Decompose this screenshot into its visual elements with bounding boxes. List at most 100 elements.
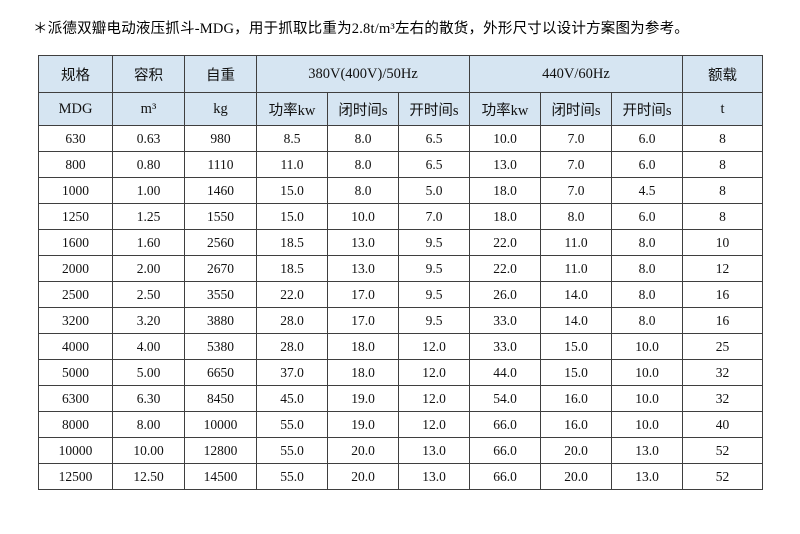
table-cell: 32	[682, 385, 764, 412]
table-cell: 8.00	[112, 411, 185, 438]
table-cell: 54.0	[469, 385, 542, 412]
table-cell: 6650	[184, 359, 257, 386]
table-cell: 10.0	[611, 333, 684, 360]
table-cell: 16	[682, 281, 764, 308]
table-cell: 52	[682, 463, 764, 490]
table-row: 800 0.80 1110 11.0 8.0 6.5 13.0 7.0 6.0 8	[38, 151, 764, 178]
table-cell: 12500	[38, 463, 113, 490]
table-cell: 18.0	[327, 359, 399, 386]
table-row: 8000 8.00 10000 55.0 19.0 12.0 66.0 16.0 10.0 40	[38, 411, 764, 438]
table-cell: 18.5	[256, 255, 328, 282]
table-cell: 15.0	[540, 359, 613, 386]
table-cell: 6.0	[611, 125, 684, 152]
unit-open-time-60: 开时间s	[611, 92, 684, 126]
table-cell: 3880	[184, 307, 257, 334]
table-cell: 33.0	[469, 333, 542, 360]
table-row: 3200 3.20 3880 28.0 17.0 9.5 33.0 14.0 8.0 16	[38, 307, 764, 334]
table-cell: 1.25	[112, 203, 185, 230]
table-cell: 2500	[38, 281, 113, 308]
unit-close-time-50: 闭时间s	[327, 92, 399, 126]
table-cell: 12	[682, 255, 764, 282]
table-cell: 0.80	[112, 151, 185, 178]
table-cell: 20.0	[540, 437, 613, 464]
table-cell: 1110	[184, 151, 257, 178]
table-cell: 20.0	[540, 463, 613, 490]
table-cell: 8	[682, 151, 764, 178]
unit-capacity: m³	[112, 92, 185, 126]
header-weight: 自重	[184, 55, 257, 93]
table-cell: 20.0	[327, 437, 399, 464]
table-cell: 4.5	[611, 177, 684, 204]
table-cell: 11.0	[540, 255, 613, 282]
table-cell: 2.00	[112, 255, 185, 282]
table-cell: 17.0	[327, 281, 399, 308]
table-cell: 28.0	[256, 307, 328, 334]
table-cell: 800	[38, 151, 113, 178]
table-cell: 8	[682, 203, 764, 230]
table-cell: 6.0	[611, 203, 684, 230]
table-cell: 17.0	[327, 307, 399, 334]
table-cell: 630	[38, 125, 113, 152]
table-cell: 2.50	[112, 281, 185, 308]
table-cell: 5.00	[112, 359, 185, 386]
table-cell: 18.0	[469, 203, 542, 230]
table-cell: 10.0	[611, 385, 684, 412]
table-cell: 40	[682, 411, 764, 438]
table-cell: 22.0	[469, 255, 542, 282]
table-cell: 1550	[184, 203, 257, 230]
table-cell: 13.0	[397, 437, 471, 464]
table-row: 2000 2.00 2670 18.5 13.0 9.5 22.0 11.0 8.0 12	[38, 255, 764, 282]
table-cell: 44.0	[469, 359, 542, 386]
table-cell: 8	[682, 177, 764, 204]
table-cell: 9.5	[397, 281, 471, 308]
table-cell: 3550	[184, 281, 257, 308]
table-cell: 12800	[184, 437, 257, 464]
table-cell: 32	[682, 359, 764, 386]
table-cell: 1250	[38, 203, 113, 230]
table-cell: 16.0	[540, 411, 613, 438]
unit-spec: MDG	[38, 92, 113, 126]
table-cell: 6.30	[112, 385, 185, 412]
table-cell: 10.0	[611, 359, 684, 386]
table-cell: 10	[682, 229, 764, 256]
table-cell: 10.0	[469, 125, 542, 152]
table-cell: 10000	[38, 437, 113, 464]
header-unit-row: MDG m³ kg 功率kw 闭时间s 开时间s 功率kw 闭时间s 开时间s …	[38, 92, 764, 126]
page-title: ＊派德双瓣电动液压抓斗-MDG，用于抓取比重为2.8t/m³左右的散货，外形尺寸…	[33, 21, 689, 37]
table-cell: 0.63	[112, 125, 185, 152]
table-row: 1600 1.60 2560 18.5 13.0 9.5 22.0 11.0 8.0 10	[38, 229, 764, 256]
table-cell: 55.0	[256, 437, 328, 464]
table-cell: 14.0	[540, 307, 613, 334]
table-cell: 3.20	[112, 307, 185, 334]
table-cell: 980	[184, 125, 257, 152]
table-cell: 8.0	[611, 307, 684, 334]
unit-power-50: 功率kw	[256, 92, 328, 126]
table-cell: 15.0	[256, 177, 328, 204]
unit-weight: kg	[184, 92, 257, 126]
table-cell: 5000	[38, 359, 113, 386]
table-cell: 10.00	[112, 437, 185, 464]
table-cell: 18.5	[256, 229, 328, 256]
header-60hz: 440V/60Hz	[469, 55, 684, 93]
table-cell: 6.5	[397, 125, 471, 152]
table-cell: 52	[682, 437, 764, 464]
table-cell: 12.0	[397, 385, 471, 412]
table-row: 12500 12.50 14500 55.0 20.0 13.0 66.0 20.0 13.0 5…	[38, 463, 764, 490]
header-50hz: 380V(400V)/50Hz	[255, 55, 471, 93]
table-cell: 5.0	[397, 177, 471, 204]
table-cell: 7.0	[397, 203, 471, 230]
table-cell: 16	[682, 307, 764, 334]
table-cell: 25	[682, 333, 764, 360]
table-cell: 8.0	[611, 229, 684, 256]
table-cell: 8000	[38, 411, 113, 438]
table-cell: 19.0	[327, 385, 399, 412]
table-cell: 12.0	[397, 411, 471, 438]
table-cell: 26.0	[469, 281, 542, 308]
table-cell: 18.0	[327, 333, 399, 360]
table-cell: 1.00	[112, 177, 185, 204]
header-spec: 规格	[38, 55, 113, 93]
table-cell: 1600	[38, 229, 113, 256]
table-cell: 8.0	[327, 151, 399, 178]
table-cell: 6.5	[397, 151, 471, 178]
table-cell: 22.0	[256, 281, 328, 308]
